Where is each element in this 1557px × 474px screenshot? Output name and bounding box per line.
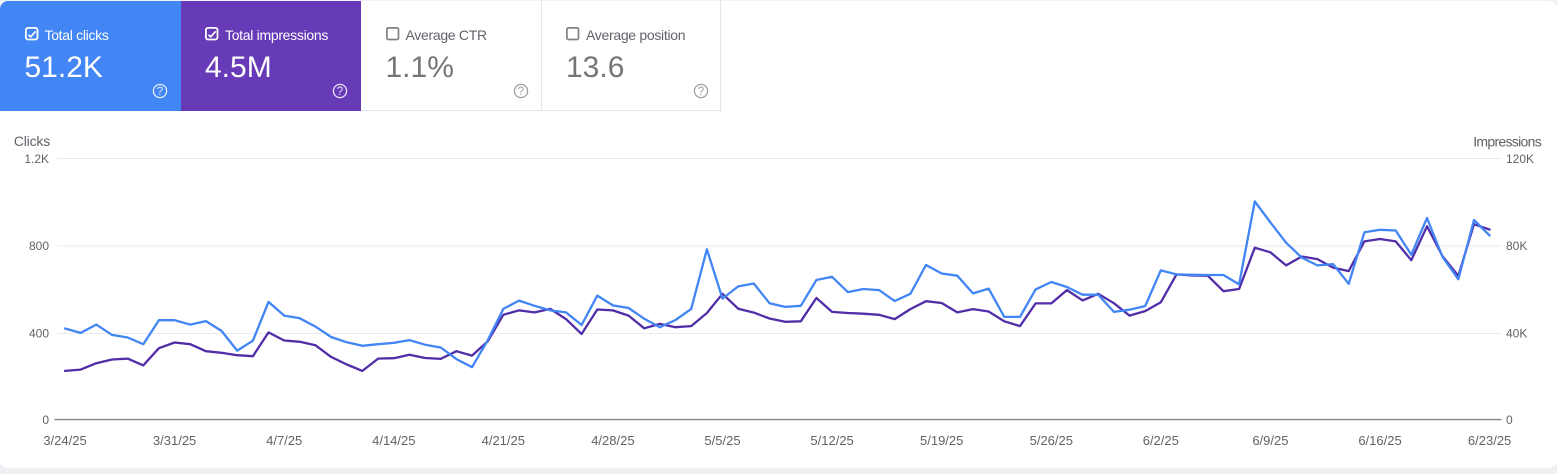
svg-text:5/19/25: 5/19/25 xyxy=(920,433,963,448)
svg-text:0: 0 xyxy=(1506,413,1513,427)
svg-text:?: ? xyxy=(157,86,163,98)
svg-text:120K: 120K xyxy=(1506,152,1534,166)
svg-text:4/7/25: 4/7/25 xyxy=(266,433,302,448)
svg-text:3/31/25: 3/31/25 xyxy=(153,433,196,448)
svg-text:Clicks: Clicks xyxy=(14,133,50,149)
svg-text:3/24/25: 3/24/25 xyxy=(43,433,86,448)
svg-text:6/16/25: 6/16/25 xyxy=(1358,433,1401,448)
svg-text:40K: 40K xyxy=(1506,327,1527,341)
svg-text:4/28/25: 4/28/25 xyxy=(591,433,634,448)
svg-text:1.2K: 1.2K xyxy=(24,152,49,166)
svg-text:6/23/25: 6/23/25 xyxy=(1468,433,1511,448)
svg-text:800: 800 xyxy=(29,239,49,253)
svg-text:?: ? xyxy=(698,86,704,98)
svg-text:?: ? xyxy=(337,86,343,98)
svg-text:5/26/25: 5/26/25 xyxy=(1030,433,1073,448)
svg-text:Impressions: Impressions xyxy=(1473,133,1541,149)
svg-text:4/21/25: 4/21/25 xyxy=(482,433,525,448)
svg-text:400: 400 xyxy=(29,327,49,341)
svg-text:5/5/25: 5/5/25 xyxy=(704,433,740,448)
svg-text:5/12/25: 5/12/25 xyxy=(810,433,853,448)
svg-text:80K: 80K xyxy=(1506,239,1527,253)
svg-text:4/14/25: 4/14/25 xyxy=(372,433,415,448)
svg-text:6/2/25: 6/2/25 xyxy=(1143,433,1179,448)
svg-text:0: 0 xyxy=(42,413,49,427)
svg-text:?: ? xyxy=(518,86,524,98)
svg-text:6/9/25: 6/9/25 xyxy=(1252,433,1288,448)
